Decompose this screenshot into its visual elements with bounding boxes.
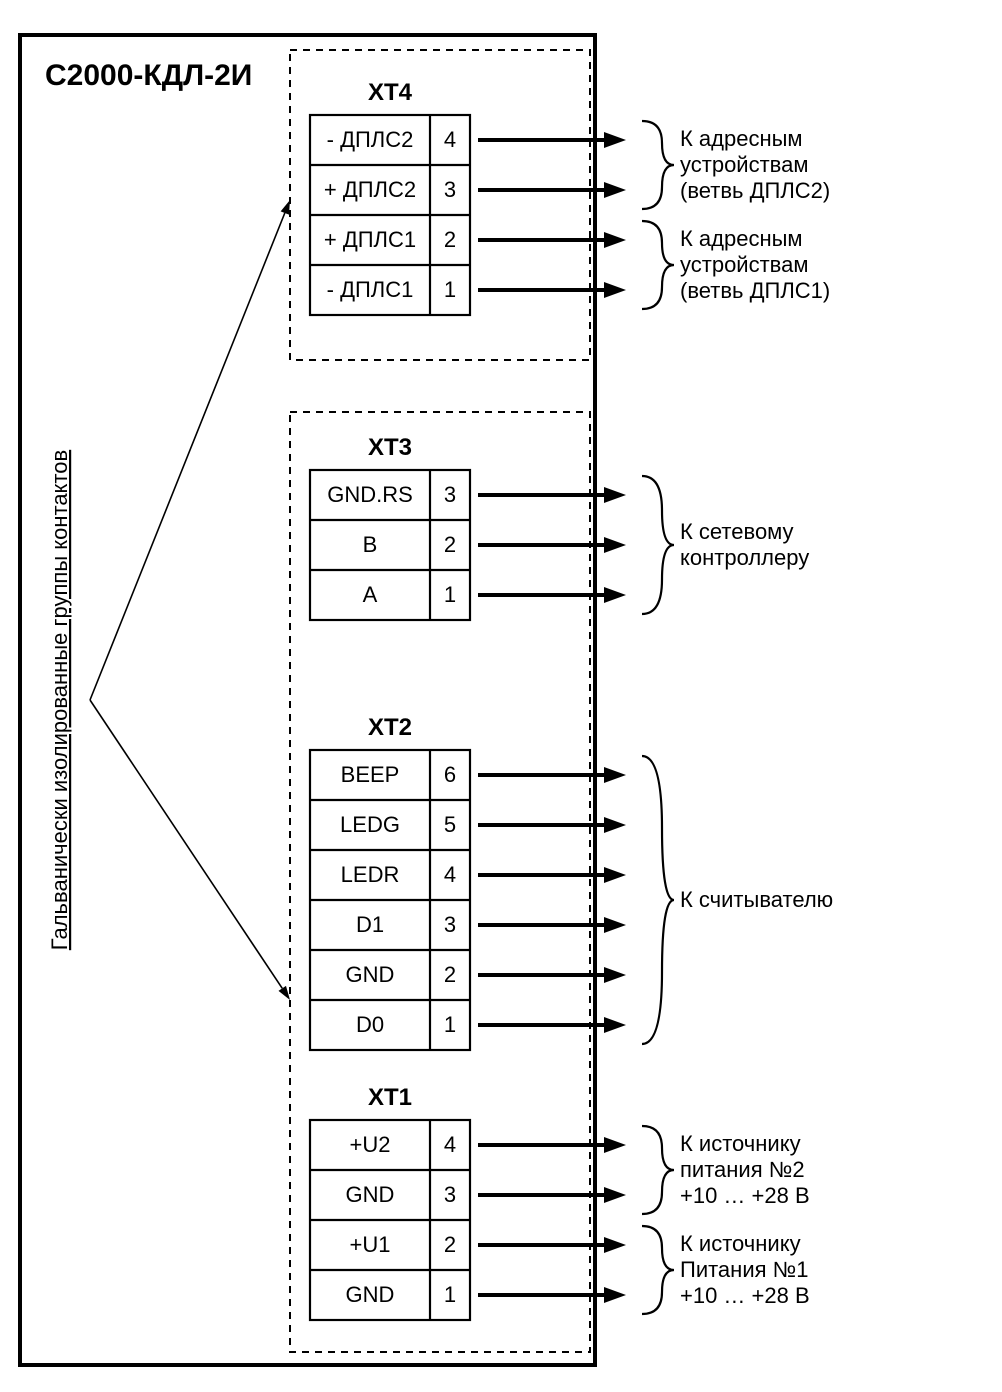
pin-number-XT4-4: 4 — [444, 127, 456, 152]
pin-signal-XT3-3: GND.RS — [327, 482, 413, 507]
pin-number-XT2-5: 5 — [444, 812, 456, 837]
pin-number-XT1-3: 3 — [444, 1182, 456, 1207]
right-label-XT4-1-0: К адресным — [680, 226, 803, 251]
pin-number-XT4-2: 2 — [444, 227, 456, 252]
pin-number-XT3-3: 3 — [444, 482, 456, 507]
pin-signal-XT2-6: BEEP — [341, 762, 400, 787]
pin-number-XT2-3: 3 — [444, 912, 456, 937]
pin-signal-XT3-1: A — [363, 582, 378, 607]
pin-signal-XT1-1: GND — [346, 1282, 395, 1307]
pin-signal-XT4-1: - ДПЛС1 — [327, 277, 414, 302]
pin-number-XT4-1: 1 — [444, 277, 456, 302]
right-label-XT1-0-1: питания №2 — [680, 1157, 805, 1182]
pin-signal-XT4-4: - ДПЛС2 — [327, 127, 414, 152]
right-label-XT1-1-1: Питания №1 — [680, 1257, 808, 1282]
pin-number-XT2-1: 1 — [444, 1012, 456, 1037]
pin-signal-XT2-2: GND — [346, 962, 395, 987]
pin-signal-XT4-2: + ДПЛС1 — [324, 227, 416, 252]
pin-signal-XT1-2: +U1 — [350, 1232, 391, 1257]
right-label-XT4-0-2: (ветвь ДПЛС2) — [680, 178, 830, 203]
pin-signal-XT1-3: GND — [346, 1182, 395, 1207]
pin-number-XT3-1: 1 — [444, 582, 456, 607]
diagram-root: С2000-КДЛ-2И Гальванически изолированные … — [0, 0, 1002, 1392]
right-label-XT4-0-0: К адресным — [680, 126, 803, 151]
connector-header-XT3: XT3 — [368, 434, 412, 461]
right-label-XT1-1-0: К источнику — [680, 1231, 801, 1256]
pin-signal-XT4-3: + ДПЛС2 — [324, 177, 416, 202]
pin-signal-XT2-4: LEDR — [341, 862, 400, 887]
pin-signal-XT3-2: B — [363, 532, 378, 557]
pin-number-XT2-2: 2 — [444, 962, 456, 987]
pin-signal-XT2-1: D0 — [356, 1012, 384, 1037]
pin-signal-XT1-4: +U2 — [350, 1132, 391, 1157]
side-isolation-label: Гальванически изолированные группы конта… — [47, 450, 72, 950]
pin-number-XT1-4: 4 — [444, 1132, 456, 1157]
pin-number-XT1-1: 1 — [444, 1282, 456, 1307]
right-label-XT1-0-2: +10 … +28 В — [680, 1183, 810, 1208]
pin-signal-XT2-3: D1 — [356, 912, 384, 937]
connector-header-XT1: XT1 — [368, 1084, 412, 1111]
right-label-XT2-0-0: К считывателю — [680, 887, 833, 912]
right-label-XT3-0-0: К сетевому — [680, 519, 794, 544]
pin-number-XT2-4: 4 — [444, 862, 456, 887]
pin-number-XT3-2: 2 — [444, 532, 456, 557]
right-label-XT4-1-1: устройствам — [680, 252, 808, 277]
pin-number-XT1-2: 2 — [444, 1232, 456, 1257]
connector-header-XT4: XT4 — [368, 79, 413, 106]
right-label-XT4-1-2: (ветвь ДПЛС1) — [680, 278, 830, 303]
connector-header-XT2: XT2 — [368, 714, 412, 741]
pin-signal-XT2-5: LEDG — [340, 812, 400, 837]
pin-number-XT2-6: 6 — [444, 762, 456, 787]
right-label-XT4-0-1: устройствам — [680, 152, 808, 177]
right-label-XT1-0-0: К источнику — [680, 1131, 801, 1156]
pin-number-XT4-3: 3 — [444, 177, 456, 202]
right-label-XT1-1-2: +10 … +28 В — [680, 1283, 810, 1308]
device-title: С2000-КДЛ-2И — [45, 59, 252, 92]
right-label-XT3-0-1: контроллеру — [680, 545, 809, 570]
